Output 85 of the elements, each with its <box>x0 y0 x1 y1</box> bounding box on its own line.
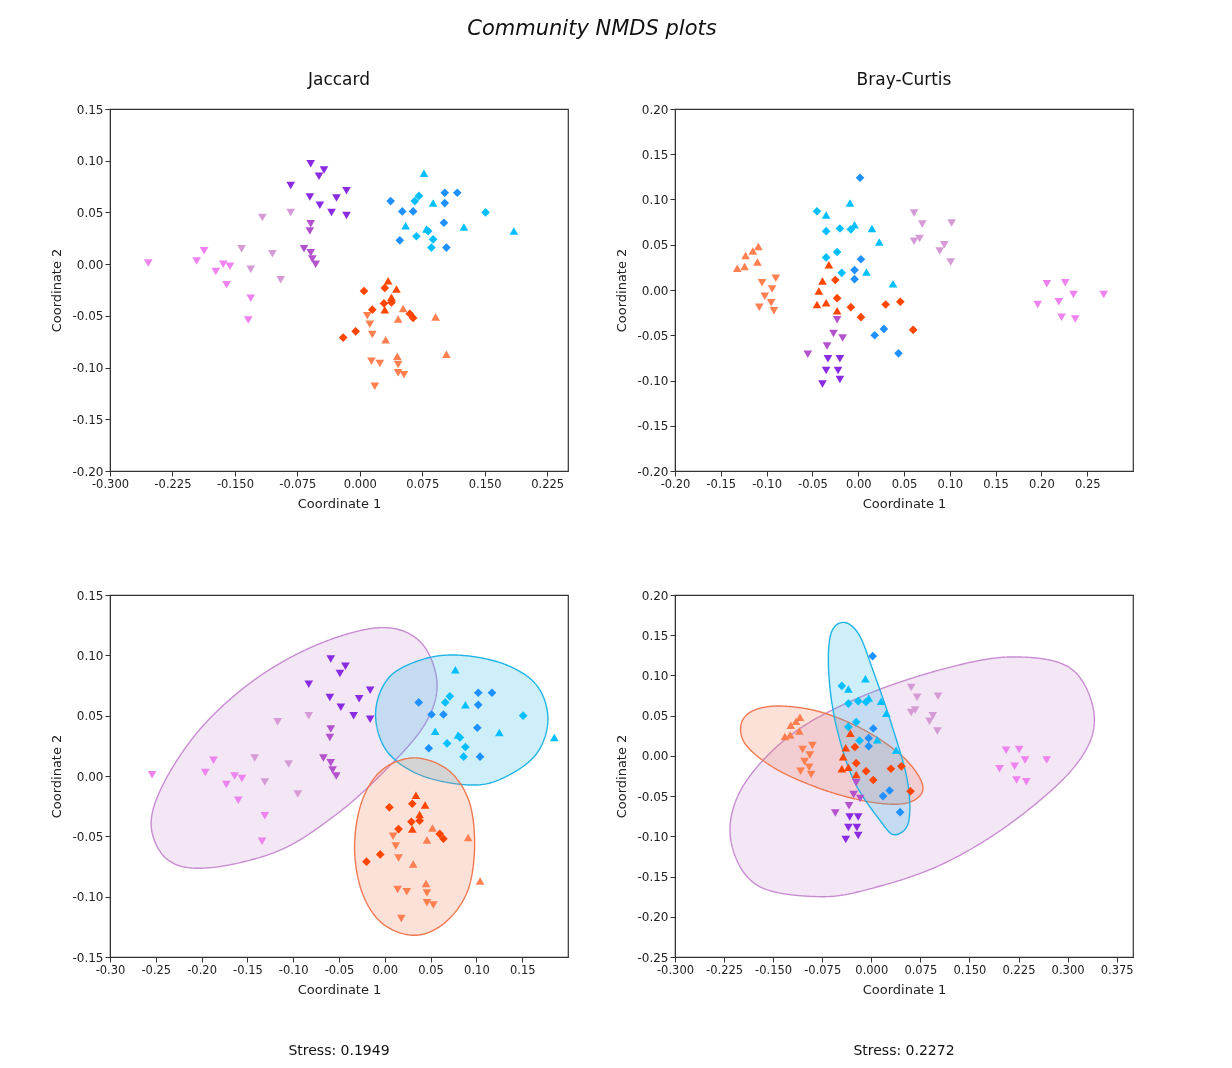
y-tick-label: 0.20 <box>641 588 669 603</box>
y-tick-label: 0.05 <box>641 709 669 724</box>
y-tick-label: 0.20 <box>641 102 669 117</box>
y-tick-label: -0.05 <box>637 328 669 343</box>
y-tick-label: -0.15 <box>72 412 104 427</box>
y-tick-label: -0.10 <box>72 890 104 905</box>
y-tick-label: -0.05 <box>637 789 669 804</box>
y-axis-title: Coordinate 2 <box>49 734 65 819</box>
x-tick-label: -0.20 <box>660 476 691 491</box>
y-tick-label: -0.15 <box>637 870 669 885</box>
y-tick-label: 0.00 <box>76 257 104 272</box>
text: Stress: 0.1949 <box>288 1042 390 1058</box>
y-tick-label: -0.10 <box>637 374 669 388</box>
y-tick-label: 0.10 <box>641 668 669 683</box>
x-tick-label: 0.225 <box>531 476 565 491</box>
x-axis-title: Coordinate 1 <box>297 496 382 511</box>
y-tick-label: 0.05 <box>641 238 669 253</box>
y-tick-label: -0.15 <box>72 950 104 965</box>
y-tick-label: -0.10 <box>72 361 104 376</box>
y-tick-label: -0.20 <box>637 464 669 479</box>
y-tick-label: -0.20 <box>72 464 104 479</box>
y-tick-label: 0.10 <box>641 193 669 207</box>
y-tick-label: 0.00 <box>76 769 104 784</box>
y-tick-label: 0.15 <box>641 628 669 643</box>
x-tick-label: -0.20 <box>187 962 217 977</box>
x-tick-label: 0.075 <box>406 476 440 491</box>
x-axis-title: Coordinate 1 <box>862 982 947 997</box>
chart-title: Bray-Curtis <box>856 69 952 89</box>
x-tick-label: 0.150 <box>953 962 987 977</box>
x-tick-label: 0.15 <box>983 476 1009 491</box>
x-tick-label: 0.10 <box>937 476 964 491</box>
x-tick-label: 0.20 <box>1029 476 1055 491</box>
y-tick-label: -0.15 <box>637 419 669 434</box>
x-tick-label: -0.10 <box>278 962 309 977</box>
y-tick-label: 0.05 <box>76 205 104 220</box>
chart-title: Community NMDS plots <box>467 16 717 41</box>
y-tick-label: 0.00 <box>641 283 669 298</box>
x-tick-label: 0.25 <box>1074 476 1101 491</box>
x-tick-label: -0.150 <box>216 476 254 491</box>
x-tick-label: 0.00 <box>845 476 872 491</box>
x-tick-label: 0.05 <box>418 962 444 977</box>
x-tick-label: 0.10 <box>464 962 490 977</box>
x-tick-label: 0.000 <box>855 962 889 977</box>
y-tick-label: 0.05 <box>76 709 104 724</box>
x-tick-label: -0.075 <box>279 476 317 491</box>
x-tick-label: -0.225 <box>706 962 744 977</box>
y-tick-label: 0.15 <box>76 588 104 603</box>
x-axis-title: Coordinate 1 <box>297 982 382 997</box>
y-tick-label: -0.25 <box>637 950 669 965</box>
x-tick-label: 0.15 <box>509 962 536 977</box>
x-axis-title: Coordinate 1 <box>862 496 947 511</box>
y-tick-label: -0.05 <box>72 829 104 844</box>
x-tick-label: -0.10 <box>752 476 782 491</box>
x-tick-label: 0.000 <box>343 476 377 491</box>
y-tick-label: -0.20 <box>637 910 669 925</box>
x-tick-label: 0.375 <box>1100 962 1134 977</box>
x-tick-label: 0.05 <box>891 476 918 491</box>
x-tick-label: -0.05 <box>324 962 355 977</box>
x-tick-label: -0.25 <box>141 962 172 977</box>
y-axis-title: Coordinate 2 <box>614 734 630 819</box>
y-tick-label: 0.00 <box>641 749 669 764</box>
x-tick-label: -0.15 <box>233 962 263 977</box>
x-tick-label: -0.075 <box>804 962 842 977</box>
x-tick-label: -0.05 <box>798 476 828 491</box>
x-tick-label: 0.00 <box>372 962 399 977</box>
y-tick-label: 0.10 <box>76 648 104 663</box>
y-tick-label: 0.15 <box>641 147 669 162</box>
chart-subtitle: Jaccard <box>306 69 371 89</box>
x-tick-label: 0.150 <box>468 476 502 491</box>
x-tick-label: -0.150 <box>755 962 793 977</box>
y-tick-label: -0.10 <box>637 829 669 844</box>
y-tick-label: 0.15 <box>76 102 104 117</box>
text: Stress: 0.2272 <box>853 1042 955 1058</box>
y-tick-label: -0.05 <box>72 309 104 324</box>
x-tick-label: 0.075 <box>904 962 938 977</box>
y-axis-title: Coordinate 2 <box>614 248 630 333</box>
x-tick-label: 0.225 <box>1002 962 1036 977</box>
y-tick-label: 0.10 <box>76 154 104 169</box>
x-tick-label: -0.15 <box>706 476 737 491</box>
x-tick-label: 0.300 <box>1051 962 1085 977</box>
x-tick-label: -0.225 <box>154 476 192 491</box>
y-axis-title: Coordinate 2 <box>49 248 65 333</box>
x-tick-label: -0.300 <box>91 476 130 491</box>
x-tick-label: -0.300 <box>656 962 695 977</box>
x-tick-label: -0.30 <box>95 962 126 977</box>
